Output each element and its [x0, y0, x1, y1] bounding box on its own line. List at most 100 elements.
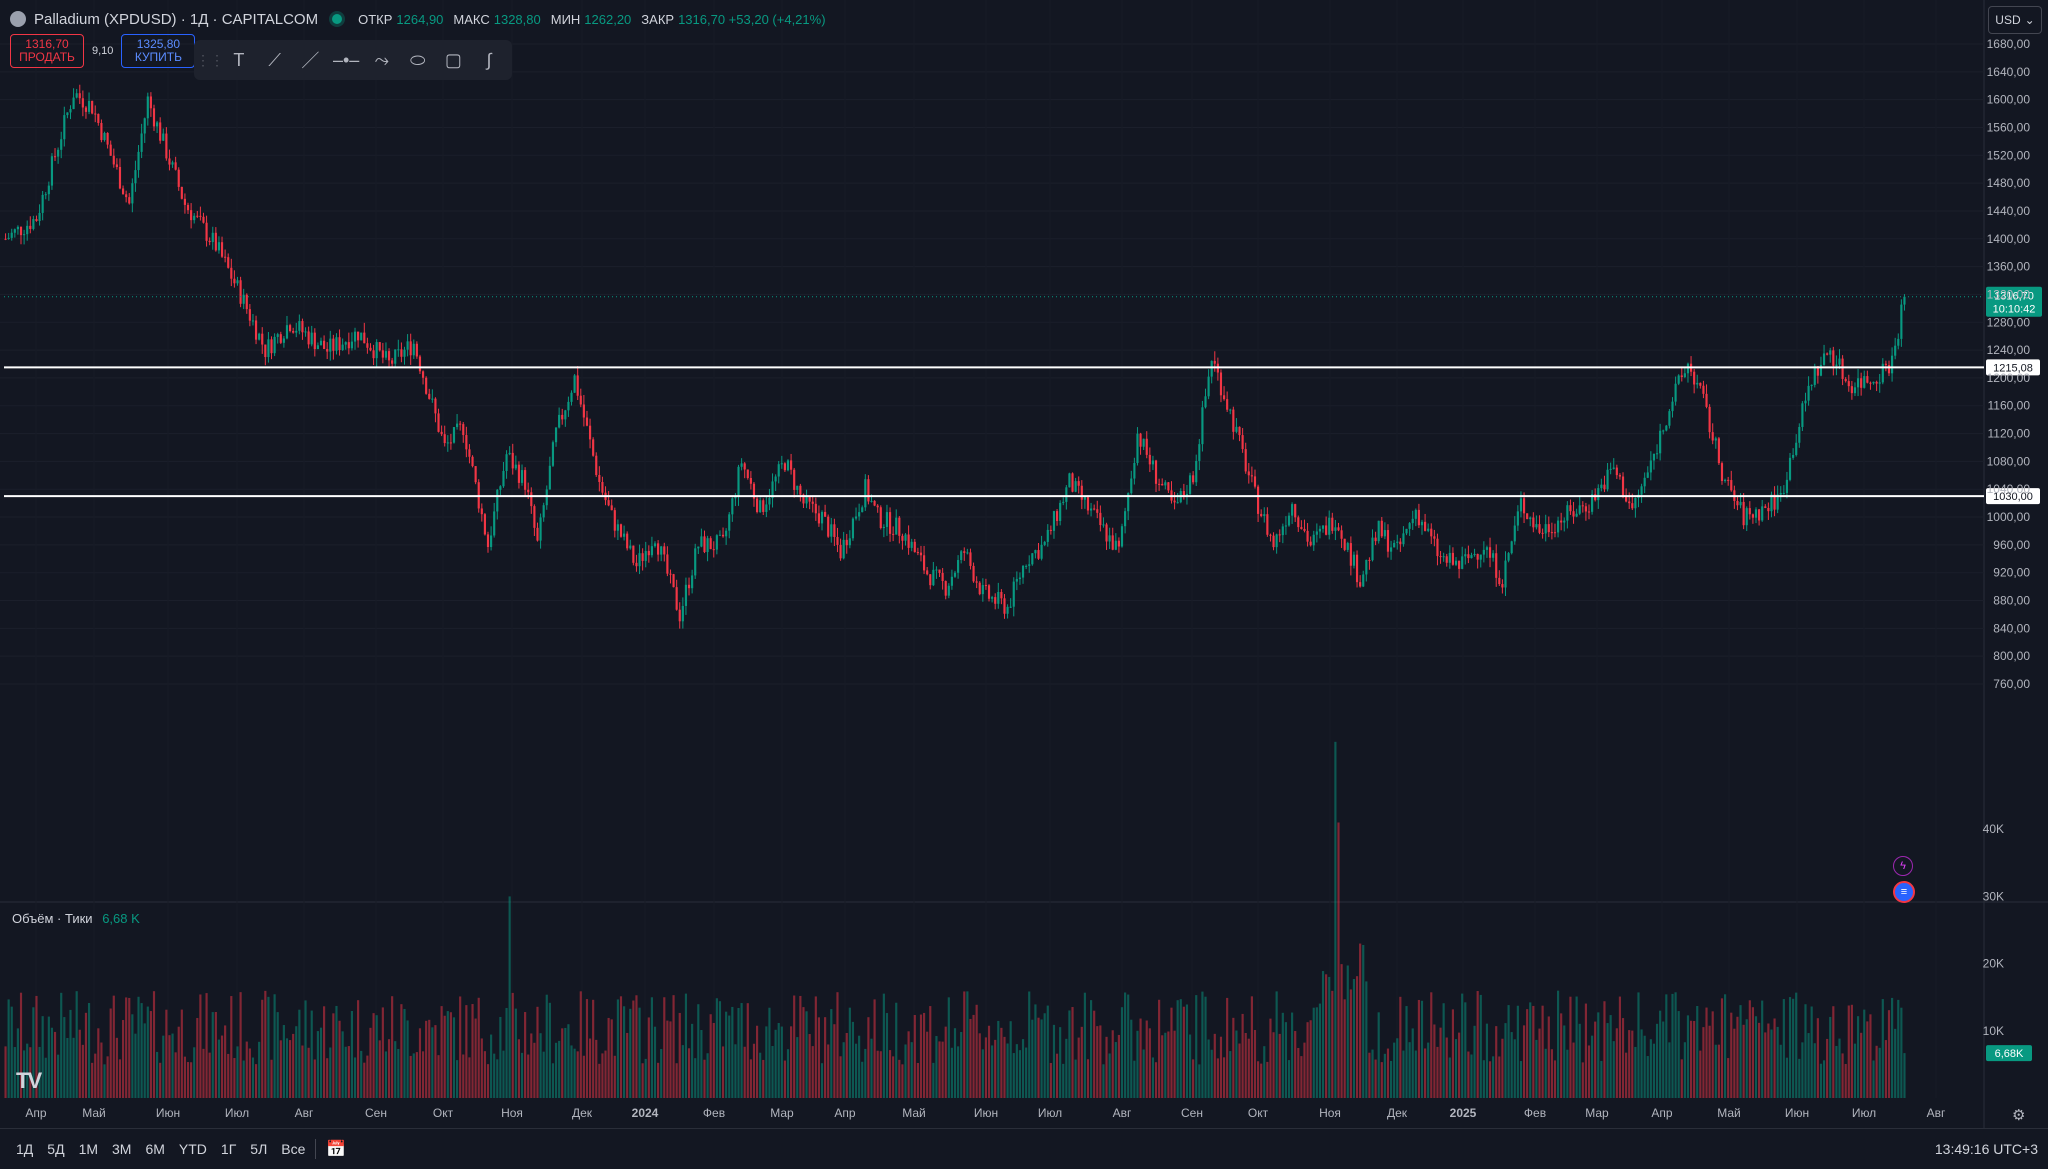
currency-selector[interactable]: USD ⌄ [1988, 6, 2042, 34]
volume-bar [1043, 1013, 1046, 1098]
path-icon[interactable]: ⤳ [374, 49, 390, 70]
chart-header: Palladium (XPDUSD) · 1Д · CAPITALCOM ОТК… [10, 9, 832, 29]
timeframe-Все[interactable]: Все [281, 1141, 306, 1157]
candle-body [335, 337, 338, 351]
grip-icon[interactable]: ⋮⋮ [196, 51, 224, 68]
volume-bar [1600, 1060, 1603, 1098]
volume-bar [69, 1009, 72, 1098]
gear-icon[interactable]: ⚙ [2012, 1107, 2026, 1124]
candle-body [298, 321, 301, 331]
candle-body [1158, 483, 1161, 485]
candle-body [1513, 525, 1516, 542]
timeframe-1Г[interactable]: 1Г [220, 1141, 237, 1157]
timeframe-6М[interactable]: 6М [145, 1141, 165, 1157]
candle-body [264, 344, 267, 358]
candle-body [1535, 524, 1538, 528]
candle-body [746, 469, 749, 478]
candle-body [236, 280, 239, 284]
volume-bar [1479, 994, 1482, 1098]
candle-body [585, 417, 589, 426]
volume-bar [1389, 1060, 1393, 1098]
volume-bar [1615, 1028, 1618, 1098]
candle-body [972, 565, 975, 582]
volume-bar [366, 1055, 369, 1098]
volume-bar [47, 1016, 50, 1098]
candle-body [1396, 541, 1399, 543]
symbol-title[interactable]: Palladium (XPDUSD) · 1Д · CAPITALCOM [34, 10, 319, 28]
volume-bar [1219, 1036, 1223, 1098]
candle-body [131, 183, 134, 204]
volume-bar [35, 995, 38, 1098]
volume-bar [972, 1014, 975, 1098]
volume-bar [100, 1042, 103, 1098]
time-tick-label: 2025 [1450, 1106, 1477, 1120]
candle-body [715, 535, 718, 550]
timeframe-3М[interactable]: 3М [112, 1141, 132, 1157]
candle-body [63, 115, 66, 140]
candle-body [282, 338, 285, 343]
ray-icon[interactable]: ／ [301, 51, 320, 71]
horizontal-line-icon[interactable]: –•– [332, 49, 360, 70]
trend-line-icon[interactable]: ⟋ [268, 49, 281, 70]
volume-bar [152, 991, 156, 1098]
candle-body [1878, 382, 1881, 384]
timeframe-YTD[interactable]: YTD [178, 1141, 207, 1157]
timeframe-5Л[interactable]: 5Л [250, 1141, 268, 1157]
candle-body [270, 339, 273, 354]
candle-body [29, 225, 32, 229]
candle-body [1096, 509, 1099, 513]
candle-body [1309, 541, 1312, 546]
volume-bar [1287, 1060, 1291, 1098]
volume-bar [759, 1052, 762, 1098]
volume-bar [1312, 1007, 1315, 1098]
calendar-icon[interactable]: 📅 [326, 1141, 347, 1158]
candle-body [944, 581, 947, 596]
volume-legend[interactable]: Объём · Тики 6,68 K [12, 911, 140, 926]
volume-bar [1770, 1029, 1773, 1098]
volume-bar [1634, 1046, 1637, 1098]
volume-bar [957, 1046, 960, 1098]
text-icon[interactable]: T [233, 49, 245, 70]
candle-body [505, 454, 508, 471]
candle-body [694, 548, 697, 576]
volume-bar [146, 1006, 149, 1098]
volume-bar [1068, 1010, 1071, 1098]
volume-bar [1346, 965, 1349, 1098]
sell-button[interactable]: 1316,70 ПРОДАТЬ [10, 34, 84, 68]
volume-value: 6,68 K [102, 911, 140, 926]
volume-bar [208, 1052, 211, 1098]
volume-bar [94, 1053, 97, 1098]
rectangle-icon[interactable]: ▢ [444, 49, 462, 70]
volume-bar [1430, 992, 1433, 1098]
candle-body [1856, 378, 1860, 388]
timeframe-1М[interactable]: 1М [78, 1141, 99, 1157]
volume-bar [1229, 1051, 1232, 1098]
volume-bar [607, 1017, 610, 1098]
timeframe-5Д[interactable]: 5Д [47, 1141, 65, 1157]
volume-bar [870, 1038, 873, 1098]
buy-button[interactable]: 1325,80 КУПИТЬ [121, 34, 196, 68]
volume-bar [273, 994, 276, 1098]
lightning-event-icon[interactable]: ϟ [1893, 856, 1913, 876]
candle-body [675, 587, 678, 610]
curve-icon[interactable]: ∫ [486, 49, 492, 70]
candle-body [1040, 544, 1043, 559]
candle-body [975, 581, 978, 583]
candle-body [1346, 543, 1349, 550]
candle-body [997, 591, 1000, 604]
candle-body [1584, 506, 1587, 512]
us-flag-event-icon[interactable]: ≡ [1893, 881, 1915, 903]
candle-body [1284, 525, 1287, 527]
volume-bar [1872, 1060, 1875, 1098]
volume-bar [715, 998, 718, 1098]
price-axis: 1680,00 1640,00 1600,00 1560,00 1520,00 1480,… [1987, 37, 2031, 691]
timeframe-1Д[interactable]: 1Д [16, 1141, 34, 1157]
volume-bar [966, 991, 969, 1098]
candle-body [307, 331, 310, 345]
candle-body [1278, 534, 1281, 536]
tradingview-logo-icon[interactable]: TV [16, 1068, 42, 1093]
ellipse-icon[interactable]: ⬭ [409, 49, 426, 70]
volume-bar [994, 1039, 997, 1098]
volume-bar [242, 1060, 245, 1098]
